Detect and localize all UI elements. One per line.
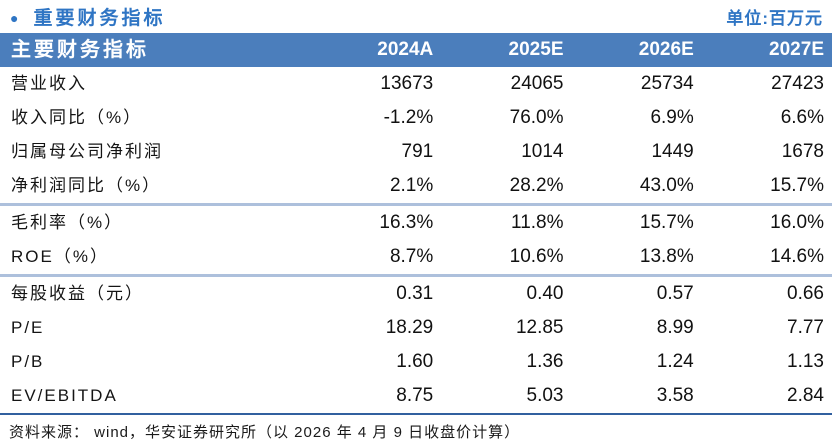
cell-value: 0.31 — [396, 283, 434, 304]
row-label: 每股收益（元） — [11, 284, 144, 303]
cell-value: 0.40 — [526, 283, 564, 304]
table-row: 净利润同比（%） 2.1% 28.2% 43.0% 15.7% — [0, 169, 832, 206]
row-label: EV/EBITDA — [0, 379, 311, 415]
table-header-label: 主要财务指标 — [0, 33, 311, 67]
row-label: 收入同比（%） — [11, 108, 143, 127]
cell-value: 15.7% — [639, 212, 694, 233]
row-label: 归属母公司净利润 — [11, 142, 163, 161]
cell-value: 13.8% — [571, 240, 702, 277]
cell-value: 14.6% — [701, 240, 832, 277]
table-row: ROE（%） 8.7% 10.6% 13.8% 14.6% — [0, 240, 832, 277]
cell-value: 1.36 — [526, 351, 564, 372]
cell-value: 1449 — [651, 141, 694, 162]
cell-value: 8.7% — [311, 240, 442, 277]
table-header-year: 2027E — [701, 33, 832, 67]
page-title: 重要财务指标 — [33, 7, 166, 29]
cell-value: 5.03 — [441, 379, 572, 415]
cell-value: 6.9% — [650, 107, 694, 128]
table-row: P/B 1.60 1.36 1.24 1.13 — [0, 345, 832, 379]
cell-value: 1.60 — [396, 351, 434, 372]
table-body: 营业收入 13673 24065 25734 27423 收入同比（%） -1.2% 76.0… — [0, 67, 832, 415]
cell-value: 2.1% — [311, 169, 442, 206]
cell-value: 16.0% — [770, 212, 824, 233]
section-header: ● 重要财务指标 单位:百万元 — [0, 0, 832, 33]
cell-value: 791 — [401, 141, 434, 162]
row-label: P/E — [11, 318, 45, 337]
cell-value: 25734 — [640, 73, 694, 94]
cell-value: 10.6% — [441, 240, 572, 277]
table-row: P/E 18.29 12.85 8.99 7.77 — [0, 311, 832, 345]
table-row: 营业收入 13673 24065 25734 27423 — [0, 67, 832, 101]
table-row: 收入同比（%） -1.2% 76.0% 6.9% 6.6% — [0, 101, 832, 135]
page-title-group: ● 重要财务指标 — [10, 9, 165, 28]
cell-value: 15.7% — [701, 169, 832, 206]
cell-value: 28.2% — [441, 169, 572, 206]
row-label: 营业收入 — [11, 74, 87, 93]
cell-value: 1014 — [521, 141, 564, 162]
cell-value: -1.2% — [383, 107, 434, 128]
cell-value: 8.75 — [311, 379, 442, 415]
table-header-year: 2024A — [311, 33, 442, 67]
cell-value: 2.84 — [701, 379, 832, 415]
cell-value: 18.29 — [385, 317, 434, 338]
row-label: P/B — [11, 352, 45, 371]
cell-value: 12.85 — [515, 317, 564, 338]
row-label: 毛利率（%） — [11, 213, 124, 232]
row-label: 净利润同比（%） — [0, 169, 311, 206]
bullet-icon: ● — [10, 10, 19, 26]
cell-value: 1.13 — [787, 351, 824, 372]
cell-value: 0.66 — [787, 283, 824, 304]
financial-indicators-table: 主要财务指标 2024A 2025E 2026E 2027E 营业收入 13673 240… — [0, 33, 832, 415]
table-header-year: 2025E — [441, 33, 572, 67]
cell-value: 7.77 — [787, 317, 824, 338]
cell-value: 1678 — [781, 141, 824, 162]
table-header-year: 2026E — [571, 33, 702, 67]
table-row: 每股收益（元） 0.31 0.40 0.57 0.66 — [0, 276, 832, 312]
cell-value: 6.6% — [780, 107, 824, 128]
cell-value: 16.3% — [379, 212, 434, 233]
source-note: 资料来源： wind，华安证券研究所（以 2026 年 4 月 9 日收盘价计算… — [9, 424, 521, 441]
cell-value: 3.58 — [571, 379, 702, 415]
cell-value: 13673 — [380, 73, 434, 94]
row-label: ROE（%） — [0, 240, 311, 277]
table-row: 归属母公司净利润 791 1014 1449 1678 — [0, 135, 832, 169]
cell-value: 76.0% — [509, 107, 564, 128]
unit-label: 单位:百万元 — [726, 8, 823, 28]
cell-value: 43.0% — [571, 169, 702, 206]
cell-value: 24065 — [510, 73, 564, 94]
cell-value: 1.24 — [656, 351, 694, 372]
cell-value: 0.57 — [656, 283, 694, 304]
table-row: EV/EBITDA 8.75 5.03 3.58 2.84 — [0, 379, 832, 415]
cell-value: 8.99 — [656, 317, 694, 338]
cell-value: 27423 — [771, 73, 824, 94]
table-row: 毛利率（%） 16.3% 11.8% 15.7% 16.0% — [0, 205, 832, 241]
table-header-row: 主要财务指标 2024A 2025E 2026E 2027E — [0, 33, 832, 67]
cell-value: 11.8% — [511, 212, 564, 233]
